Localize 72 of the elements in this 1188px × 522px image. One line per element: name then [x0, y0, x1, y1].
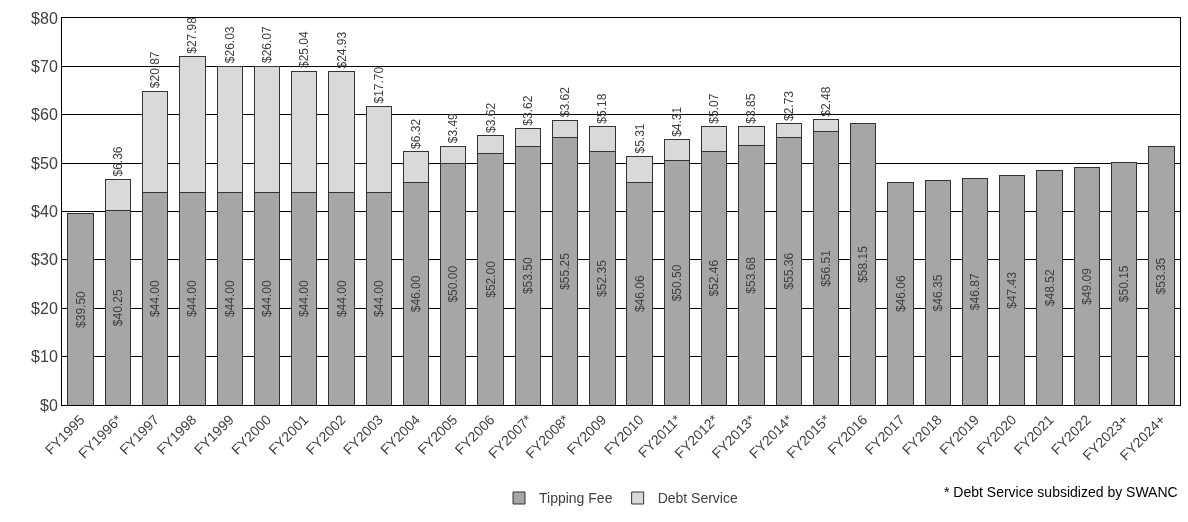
bar — [961, 177, 989, 405]
data-label: $44.00 — [185, 280, 200, 318]
bar — [999, 175, 1026, 405]
text: * Debt Service subsidized by SWANC — [944, 484, 1178, 500]
bar — [850, 123, 877, 405]
data-label: $24.93 — [334, 31, 349, 69]
data-label: $44.00 — [222, 280, 237, 318]
data-label: $46.87 — [968, 273, 983, 311]
data-label: $2.73 — [781, 90, 796, 121]
data-label: $47.43 — [1005, 271, 1020, 309]
data-label: $52.46 — [707, 259, 722, 297]
bar — [1110, 161, 1138, 405]
data-label: $44.00 — [297, 280, 312, 318]
data-label: $50.00 — [446, 265, 461, 303]
bar — [887, 181, 914, 405]
bar — [1073, 167, 1100, 405]
bar — [1036, 169, 1063, 405]
data-label: $52.35 — [595, 259, 610, 297]
data-label: $20.87 — [148, 51, 163, 89]
data-label: $55.36 — [781, 252, 796, 290]
data-label: $5.31 — [632, 123, 647, 154]
data-label: $46.06 — [632, 275, 647, 313]
data-label: $4.31 — [669, 106, 684, 137]
data-label: $55.25 — [558, 252, 573, 290]
data-label: $44.00 — [148, 280, 163, 318]
data-label: $26.03 — [222, 26, 237, 64]
y-tick-label: $80 — [31, 9, 58, 27]
data-label: $53.68 — [744, 256, 759, 294]
bar — [924, 180, 951, 405]
data-label: $3.62 — [483, 102, 498, 133]
bar — [67, 213, 94, 405]
data-label: $44.00 — [259, 280, 274, 318]
y-tick-label: $70 — [31, 57, 58, 75]
data-label: $3.62 — [520, 95, 535, 126]
data-label: $17.70 — [371, 66, 386, 104]
data-label: $53.50 — [520, 257, 535, 295]
data-label: $2.48 — [818, 86, 833, 117]
data-label: $49.09 — [1079, 267, 1094, 305]
data-label: $46.35 — [930, 274, 945, 312]
data-label: $50.15 — [1117, 265, 1132, 303]
data-label: $58.15 — [856, 245, 871, 283]
y-tick-label: $10 — [31, 348, 58, 366]
data-label: $6.32 — [409, 118, 424, 149]
data-label: $3.62 — [558, 86, 573, 118]
data-label: $52.00 — [483, 260, 498, 298]
y-tick-label: $60 — [31, 106, 58, 124]
bar — [1148, 146, 1175, 405]
data-label: $40.25 — [110, 289, 125, 327]
legend-label: Tipping Fee — [539, 490, 613, 507]
data-label: $50.50 — [669, 264, 684, 302]
data-label: $48.52 — [1042, 269, 1057, 307]
data-label: $46.06 — [893, 275, 908, 313]
data-label: $44.00 — [334, 280, 349, 318]
y-tick-label: $40 — [31, 203, 58, 221]
y-tick-label: $20 — [31, 299, 58, 317]
data-label: $3.49 — [446, 112, 461, 144]
data-label: $44.00 — [371, 280, 386, 318]
data-label: $6.36 — [110, 146, 125, 177]
data-label: $27.98 — [185, 16, 200, 54]
data-label: $53.35 — [1154, 257, 1169, 295]
legend-label: Debt Service — [657, 490, 738, 507]
y-tick-label: $0 — [40, 396, 58, 414]
data-label: $3.85 — [744, 93, 759, 124]
data-label: $26.07 — [259, 26, 274, 64]
data-label: $39.50 — [73, 290, 88, 328]
data-label: $56.51 — [818, 249, 833, 287]
data-label: $25.04 — [297, 30, 312, 69]
data-label: $5.07 — [707, 93, 722, 124]
data-label: $46.00 — [409, 275, 424, 313]
y-tick-label: $30 — [31, 251, 58, 269]
data-label: $5.18 — [595, 93, 610, 124]
y-tick-label: $50 — [31, 154, 58, 172]
